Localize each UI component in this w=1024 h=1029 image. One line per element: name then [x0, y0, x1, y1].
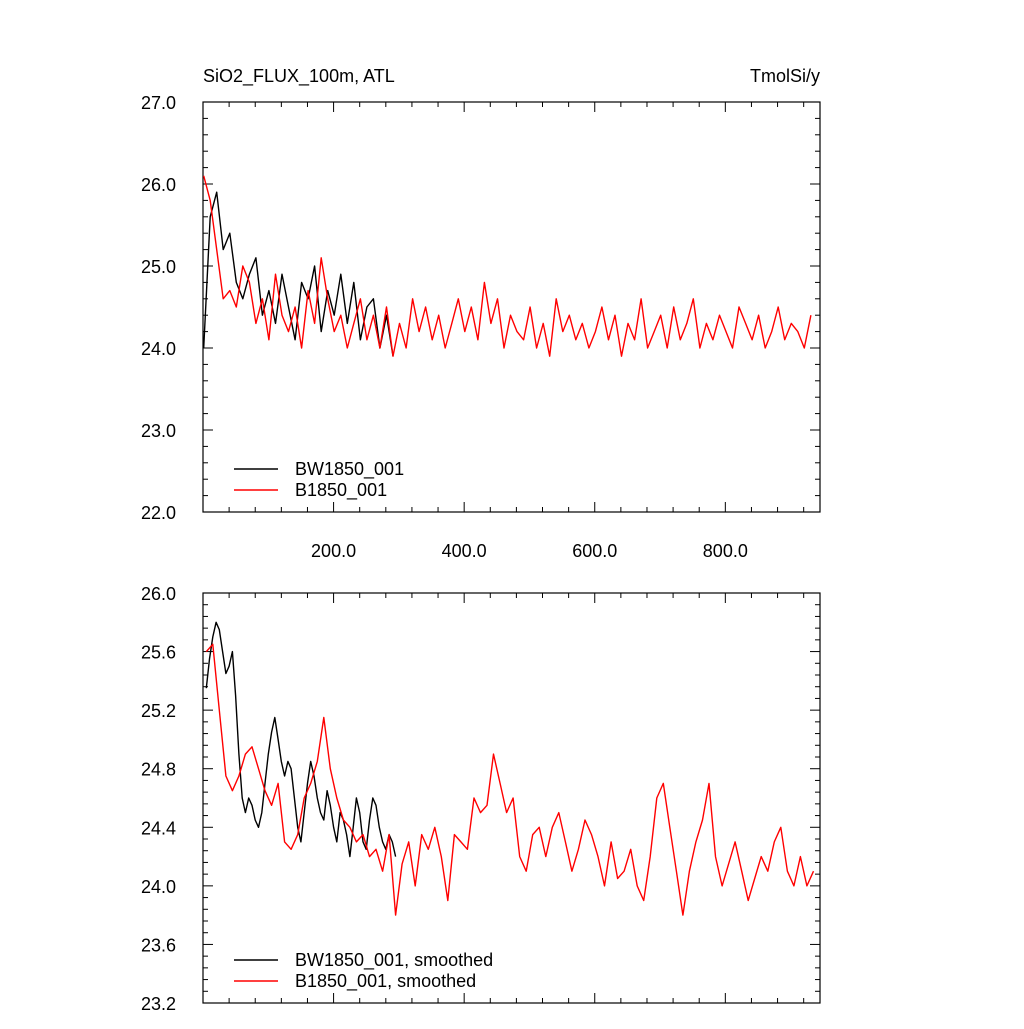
- y-tick-label: 24.8: [141, 760, 176, 780]
- legend-label: B1850_001: [295, 480, 387, 501]
- chart-title-left: SiO2_FLUX_100m, ATL: [203, 66, 395, 87]
- legend-label: B1850_001, smoothed: [295, 971, 476, 992]
- y-tick-label: 26.0: [141, 175, 176, 195]
- plot-frame: [202, 101, 821, 513]
- y-tick-label: 25.0: [141, 257, 176, 277]
- chart-title-right: TmolSi/y: [750, 66, 820, 86]
- x-tick-label: 800.0: [703, 541, 748, 561]
- series-line-1: [203, 175, 812, 357]
- plot-frame: [202, 592, 821, 1004]
- x-tick-label: 600.0: [572, 541, 617, 561]
- y-tick-label: 22.0: [141, 503, 176, 523]
- y-tick-label: 24.4: [141, 818, 176, 838]
- x-tick-label: 200.0: [311, 541, 356, 561]
- y-tick-label: 27.0: [141, 93, 176, 113]
- x-tick-label: 400.0: [442, 541, 487, 561]
- y-tick-label: 25.6: [141, 643, 176, 663]
- legend-label: BW1850_001: [295, 459, 404, 480]
- y-tick-label: 26.0: [141, 584, 176, 604]
- y-tick-label: 23.2: [141, 994, 176, 1014]
- series-line-0: [203, 191, 394, 357]
- bottom-panel: 23.2 23.6 24.0 24.4 24.8 25.2 25.6 26.0 BW1850_0…: [141, 584, 821, 1014]
- y-tick-label: 23.6: [141, 935, 176, 955]
- top-panel: 22.0 23.0 24.0 25.0 26.0 27.0 200.0 400.0 600.0 8…: [141, 93, 821, 561]
- y-tick-label: 23.0: [141, 421, 176, 441]
- y-tick-label: 25.2: [141, 701, 176, 721]
- y-tick-label: 24.0: [141, 877, 176, 897]
- series-line-1: [205, 643, 815, 916]
- legend-label: BW1850_001, smoothed: [295, 950, 493, 971]
- series-line-0: [205, 621, 397, 858]
- y-tick-label: 24.0: [141, 339, 176, 359]
